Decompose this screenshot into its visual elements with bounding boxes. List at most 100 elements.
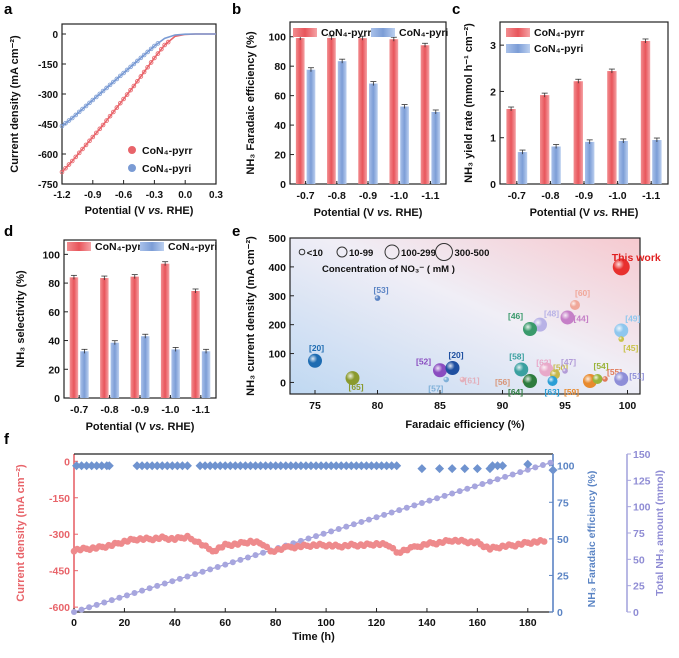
bar-pyrr (421, 45, 430, 184)
data-point (417, 464, 426, 473)
y-tick-label-right-fe: 75 (557, 497, 569, 509)
x-tick-label: -1.0 (161, 404, 179, 416)
x-tick-label: -1.2 (53, 190, 71, 201)
legend-label: CoN₄-pyrr (534, 27, 585, 39)
data-point (147, 585, 153, 591)
panel-letter-f: f (4, 431, 10, 448)
data-point (305, 536, 311, 542)
scatter-point-highlight (443, 377, 449, 383)
y-tick-label: 3 (490, 40, 496, 52)
scatter-point-highlight (570, 300, 580, 310)
scatter-point-label: [49] (625, 313, 640, 323)
y-tick-label: 40 (274, 120, 286, 132)
data-point (101, 600, 107, 606)
scatter-point-highlight (548, 376, 558, 386)
scatter-point-label: [65] (349, 382, 364, 392)
size-legend-title: Concentration of NO₃⁻ ( mM ) (322, 264, 455, 275)
scatter-point-label: [57] (428, 384, 443, 394)
size-legend-label: 10-99 (349, 248, 373, 259)
data-point (328, 528, 334, 534)
y-tick-label: 0 (280, 179, 286, 191)
panel-letter-e: e (232, 223, 240, 240)
x-tick-label: -0.8 (101, 404, 119, 416)
bar-pyrr (540, 95, 549, 184)
bar-pyrr (327, 38, 336, 184)
data-point (237, 557, 243, 563)
scatter-point-label: [63] (545, 387, 560, 397)
data-point (540, 462, 546, 468)
data-point (472, 483, 478, 489)
data-point (192, 571, 198, 577)
y-tick-label: -450 (38, 120, 58, 131)
scatter-point-highlight (375, 295, 381, 301)
x-tick-label: 40 (169, 617, 181, 629)
legend-marker (128, 164, 137, 173)
scatter-point-label: [48] (544, 309, 559, 319)
x-tick-label: -0.9 (84, 190, 102, 201)
data-point (177, 576, 183, 582)
scatter-point-label: [56] (495, 377, 510, 387)
data-point (351, 521, 357, 527)
scatter-point-label: [60] (575, 288, 590, 298)
data-point (169, 578, 175, 584)
bar-pyrr (641, 41, 650, 184)
scatter-point-label: [59] (564, 387, 579, 397)
y-tick-label-left: -600 (49, 602, 70, 614)
panel-letter-d: d (4, 223, 13, 240)
data-point (473, 464, 482, 473)
data-point (464, 486, 470, 492)
y-tick-label: 20 (274, 150, 286, 162)
legend-label: CoN₄-pyri (168, 241, 217, 253)
bar-pyri (171, 349, 180, 398)
x-tick-label: -0.7 (70, 404, 88, 416)
x-tick-label: 0.0 (178, 190, 192, 201)
y-tick-label-left: 0 (64, 456, 70, 468)
data-point (230, 559, 236, 565)
data-point (495, 476, 501, 482)
bar-pyrr (70, 277, 79, 398)
data-point (434, 495, 440, 501)
data-point (419, 500, 425, 506)
y-tick-label: -750 (38, 180, 58, 191)
y-tick-label: 60 (48, 307, 60, 319)
legend-label: CoN₄-pyrr (142, 145, 193, 157)
data-point (532, 464, 538, 470)
data-point (139, 588, 145, 594)
y-tick-label: 100 (268, 32, 286, 44)
bar-pyri (619, 141, 628, 184)
data-point (109, 597, 115, 603)
x-axis-title: Time (h) (292, 631, 335, 643)
bar-pyrr (358, 38, 367, 184)
scatter-point-label: [62] (536, 357, 551, 367)
data-point (366, 517, 372, 523)
legend-marker (128, 146, 137, 155)
x-tick-label: 100 (317, 617, 335, 629)
data-point (132, 590, 138, 596)
scatter-point-highlight (602, 376, 608, 382)
x-axis-title: Potential (V vs. RHE) (314, 207, 423, 219)
x-tick-label: 80 (372, 400, 384, 412)
bar-pyri (111, 343, 120, 398)
data-point (426, 498, 432, 504)
scatter-point-label: This work (612, 252, 661, 264)
scatter-point-highlight (593, 374, 603, 384)
size-legend-label: <10 (307, 248, 323, 259)
data-point (245, 554, 251, 560)
scatter-point-highlight (561, 310, 575, 324)
x-tick-label: 90 (497, 400, 509, 412)
data-point (523, 460, 532, 469)
x-tick-label: 100 (619, 400, 637, 412)
data-point (457, 488, 463, 494)
scatter-point-highlight (514, 362, 528, 376)
data-point (381, 512, 387, 518)
data-point (510, 472, 516, 478)
data-point (541, 538, 548, 545)
panel-e-comparison-scatter: 75 80 85 90 95 1000100200300400500<10 10-99 100… (245, 233, 661, 431)
y-tick-label-right-nh3: 75 (633, 528, 645, 540)
y-tick-label: 200 (268, 320, 286, 332)
size-legend-label: 100-299 (401, 248, 436, 259)
data-point (116, 595, 122, 601)
y-tick-label-right-nh3: 125 (633, 475, 651, 487)
y-tick-label: 0 (52, 30, 58, 41)
bar-pyrr (191, 291, 200, 398)
